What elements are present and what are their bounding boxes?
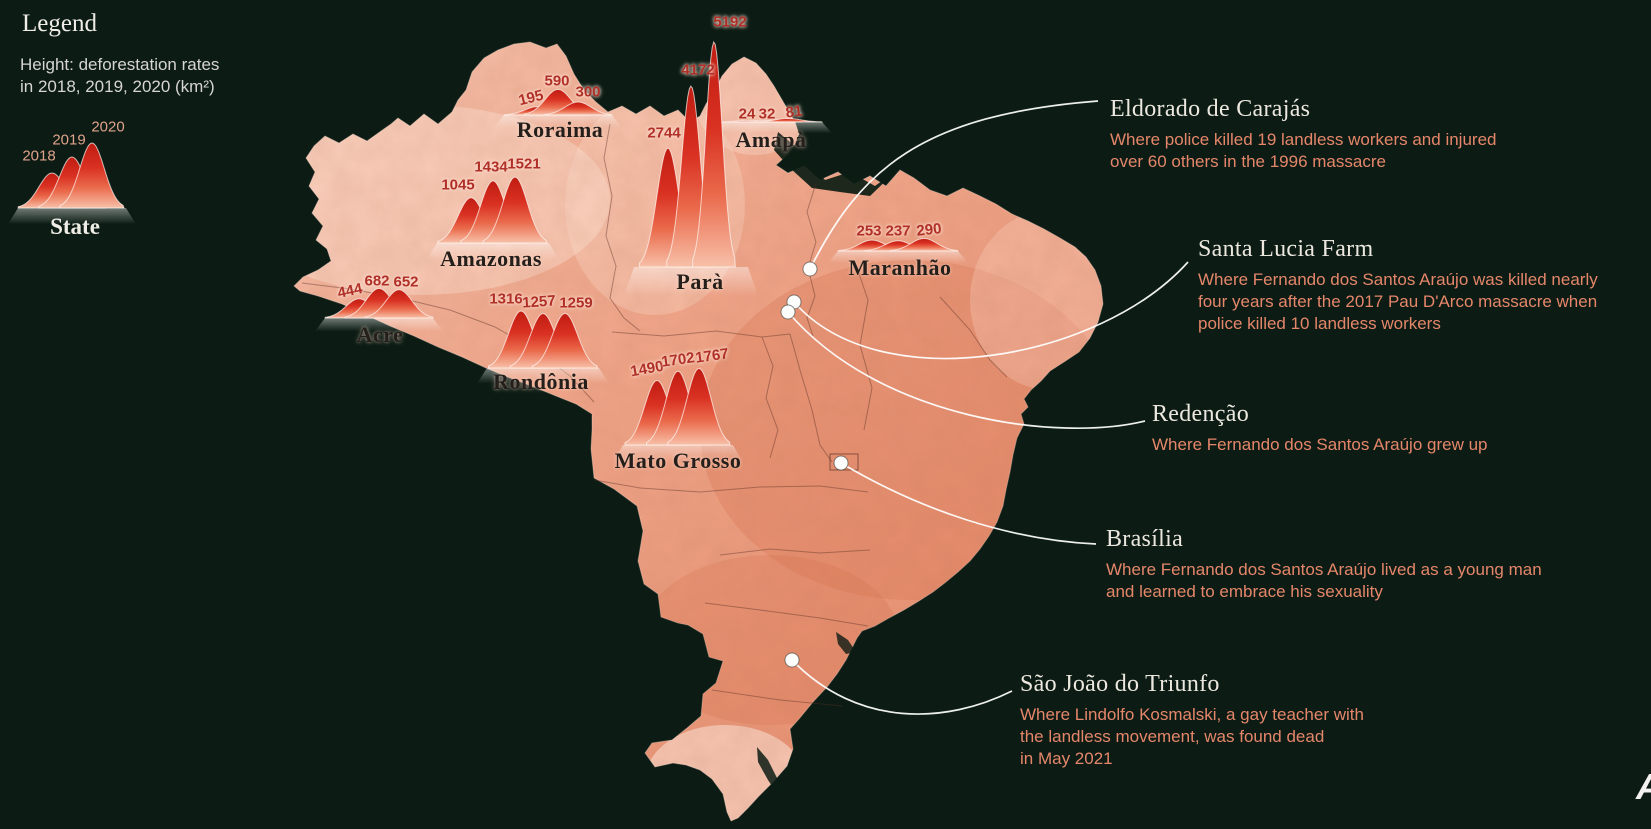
state-label: Amapà xyxy=(735,127,807,152)
state-0-platform xyxy=(494,115,622,129)
state-3-platform xyxy=(624,267,758,297)
value-label: 1257 xyxy=(521,292,557,312)
map-marker-sao-joao-do-triunfo xyxy=(784,652,800,668)
annotation-description-line: Where Fernando dos Santos Araújo grew up xyxy=(1152,435,1488,454)
legend-state-sample-label: State xyxy=(50,214,100,239)
value-label: 1434 xyxy=(474,158,508,176)
state-label: Parà xyxy=(676,269,724,294)
value-label: 290 xyxy=(915,220,943,240)
legend-year-label: 2019 xyxy=(52,131,86,149)
value-label: 682 xyxy=(364,272,390,290)
state-1-platform xyxy=(704,122,832,134)
value-label: 237 xyxy=(885,222,911,240)
annotation-title: Santa Lucia Farm xyxy=(1198,236,1374,262)
state-label: Rondônia xyxy=(493,369,589,394)
annotation-description-line: the landless movement, was found dead xyxy=(1020,727,1325,746)
annotation-description-line: Where police killed 19 landless workers … xyxy=(1110,130,1497,149)
state-label: Roraima xyxy=(516,117,604,142)
legend-year-label: 2018 xyxy=(22,147,56,165)
annotation-eldorado-de-carajas: Eldorado de Carajás Where police killed 1… xyxy=(1110,96,1496,173)
distrito-federal-square xyxy=(829,453,859,471)
state-6-peak-2 xyxy=(531,312,599,369)
legend-subtitle-line-1: Height: deforestation rates xyxy=(20,55,220,74)
state-7-peak-2 xyxy=(667,367,731,446)
value-label: 2744 xyxy=(647,124,681,142)
legend-sample-platform xyxy=(8,208,136,225)
deforestation-peaks xyxy=(17,40,959,446)
value-label: 1259 xyxy=(559,294,593,312)
connector-santa-lucia-farm xyxy=(793,261,1189,360)
state-label: Acre xyxy=(356,322,404,347)
map-marker-redencao xyxy=(780,304,796,320)
connector-sao-joao-do-triunfo xyxy=(791,659,1013,715)
value-label: 4172 xyxy=(681,61,715,79)
value-label: 81 xyxy=(784,102,804,122)
value-label: 1316 xyxy=(489,290,523,308)
annotation-title: Eldorado de Carajás xyxy=(1110,96,1311,122)
value-label: 590 xyxy=(544,72,570,90)
annotation-description-line: police killed 10 landless workers xyxy=(1198,314,1441,333)
state-2-peak-2 xyxy=(482,176,548,244)
value-label: 1045 xyxy=(441,176,475,194)
annotation-santa-lucia-farm: Santa Lucia Farm Where Fernando dos Santo… xyxy=(1198,236,1598,335)
state-6-platform xyxy=(477,368,609,384)
annotation-description-line: and learned to embrace his sexuality xyxy=(1106,582,1383,601)
legend-subtitle-line-2: in 2018, 2019, 2020 (km²) xyxy=(20,77,215,96)
state-5-peak-2 xyxy=(364,289,434,319)
value-label: 32 xyxy=(758,105,776,123)
state-4-platform xyxy=(828,251,968,264)
logo-letter-a: A xyxy=(1636,766,1651,808)
annotation-brasilia: Brasília Where Fernando dos Santos Araújo… xyxy=(1106,526,1542,603)
value-label: 652 xyxy=(393,273,419,291)
value-label: 5192 xyxy=(713,13,747,31)
state-label: Mato Grosso xyxy=(614,448,742,473)
annotation-description-line: Where Fernando dos Santos Araújo was kil… xyxy=(1198,270,1598,289)
legend: Legend Height: deforestation rates in 20… xyxy=(20,10,219,98)
state-5-platform xyxy=(315,318,443,332)
location-markers xyxy=(780,261,849,668)
legend-heading: Legend xyxy=(22,10,97,37)
state-0-peak-2 xyxy=(543,101,613,116)
value-label: 253 xyxy=(856,222,882,240)
connector-eldorado-de-carajas xyxy=(809,100,1099,270)
state-2-platform xyxy=(427,243,559,260)
state-4-peak-2 xyxy=(889,237,959,252)
annotation-description-line: Where Lindolfo Kosmalski, a gay teacher … xyxy=(1020,705,1364,724)
state-7-platform xyxy=(613,445,743,463)
annotation-description-line: Where Fernando dos Santos Araújo lived a… xyxy=(1106,560,1542,579)
state-label: Maranhão xyxy=(848,255,952,280)
legend-year-label: 2020 xyxy=(91,118,125,136)
annotation-description-line: four years after the 2017 Pau D'Arco mas… xyxy=(1198,292,1598,311)
value-label: 24 xyxy=(738,105,756,123)
map-marker-eldorado-de-carajas xyxy=(802,261,818,277)
annotation-connectors xyxy=(787,100,1189,715)
annotation-sao-joao-do-triunfo: São João do Triunfo Where Lindolfo Kosmal… xyxy=(1020,671,1364,770)
annotation-description-line: in May 2021 xyxy=(1020,749,1113,768)
state-label: Amazonas xyxy=(440,246,542,271)
annotation-title: São João do Triunfo xyxy=(1020,671,1220,697)
state-borders xyxy=(301,123,1008,707)
annotation-title: Redenção xyxy=(1152,401,1250,427)
connector-brasilia xyxy=(840,462,1097,545)
value-label: 1521 xyxy=(507,155,541,173)
annotation-redencao: Redenção Where Fernando dos Santos Araújo… xyxy=(1152,401,1487,456)
map-marker-brasilia xyxy=(833,455,849,471)
annotation-description-line: over 60 others in the 1996 massacre xyxy=(1110,152,1386,171)
legend-sample-peak-2 xyxy=(59,142,125,209)
peak-platforms xyxy=(8,115,968,463)
value-label: 300 xyxy=(575,83,601,101)
water-features xyxy=(757,132,897,798)
connector-redencao xyxy=(787,311,1146,429)
state-1-peak-2 xyxy=(753,118,824,123)
state-3-peak-2 xyxy=(692,40,736,268)
annotation-title: Brasília xyxy=(1106,526,1184,552)
